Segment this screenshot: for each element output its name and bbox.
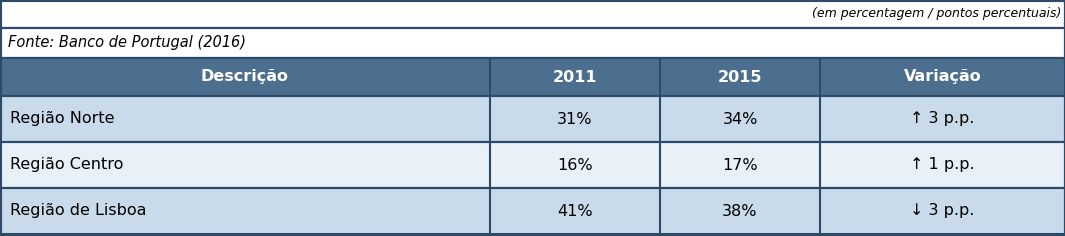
Text: ↓ 3 p.p.: ↓ 3 p.p. — [911, 203, 974, 219]
Text: 38%: 38% — [722, 203, 758, 219]
Text: (em percentagem / pontos percentuais): (em percentagem / pontos percentuais) — [812, 8, 1061, 21]
Text: 16%: 16% — [557, 157, 593, 173]
Text: ↑ 1 p.p.: ↑ 1 p.p. — [911, 157, 974, 173]
Text: 17%: 17% — [722, 157, 758, 173]
Text: Variação: Variação — [903, 69, 981, 84]
Bar — [0, 0, 1065, 28]
Bar — [0, 188, 1065, 234]
Text: Região Centro: Região Centro — [10, 157, 124, 173]
Text: Região Norte: Região Norte — [10, 111, 115, 126]
Bar — [0, 142, 1065, 188]
Text: Descrição: Descrição — [201, 69, 289, 84]
Text: 31%: 31% — [557, 111, 593, 126]
Text: 2015: 2015 — [718, 69, 763, 84]
Bar — [0, 96, 1065, 142]
Bar — [0, 28, 1065, 58]
Text: 34%: 34% — [722, 111, 757, 126]
Text: ↑ 3 p.p.: ↑ 3 p.p. — [911, 111, 974, 126]
Text: Região de Lisboa: Região de Lisboa — [10, 203, 147, 219]
Text: 41%: 41% — [557, 203, 593, 219]
Bar — [0, 58, 1065, 96]
Text: 2011: 2011 — [553, 69, 597, 84]
Text: Fonte: Banco de Portugal (2016): Fonte: Banco de Portugal (2016) — [9, 35, 246, 51]
